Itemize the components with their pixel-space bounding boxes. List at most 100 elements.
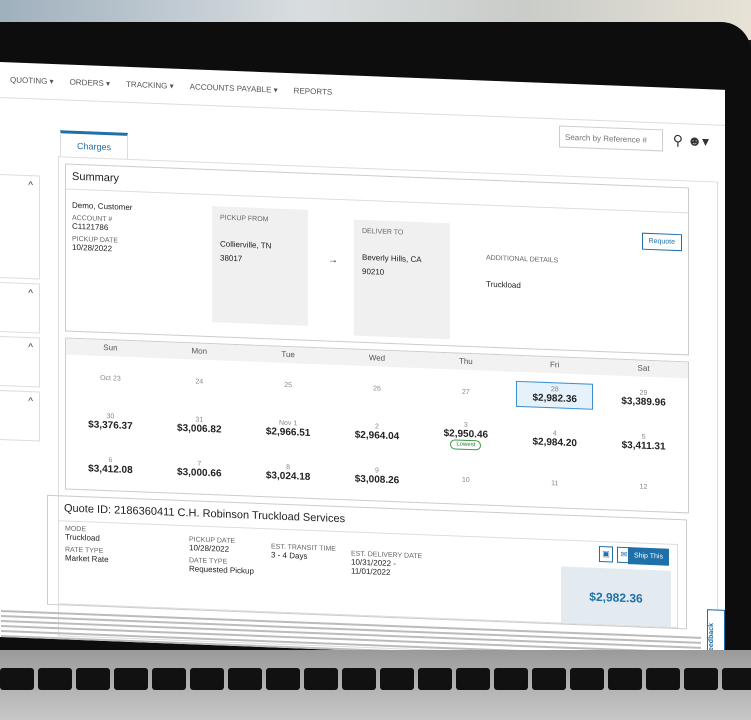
keyboard-key — [722, 668, 751, 690]
search-icon[interactable]: ⚲ — [672, 131, 683, 149]
nav-orders[interactable]: ORDERS ▾ — [69, 77, 111, 89]
calendar-day[interactable]: 4 $2,984.20 — [510, 426, 599, 453]
quote-card: Quote ID: 2186360411 C.H. Robinson Truck… — [47, 494, 687, 630]
day-price: $3,412.08 — [88, 463, 133, 477]
nav-reports[interactable]: REPORTS — [293, 86, 333, 97]
calendar-day[interactable]: 9 $3,008.26 — [333, 463, 422, 490]
charges-panel: Summary Demo, Customer ACCOUNT # C112178… — [1, 156, 718, 664]
calendar-day[interactable]: 29 $3,389.96 — [599, 385, 688, 412]
calendar-day[interactable]: 7 $3,000.66 — [155, 456, 244, 483]
side-panel[interactable]: ^ — [0, 174, 40, 280]
keyboard-key — [190, 668, 224, 690]
keyboard-key — [570, 668, 604, 690]
calendar-day[interactable]: 3 $2,950.46 Lowest — [421, 417, 510, 454]
calendar-day: 25 — [244, 377, 333, 393]
calendar-day: 11 — [510, 475, 599, 491]
keyboard-key — [646, 668, 680, 690]
pickup-date-value: 10/28/2022 — [72, 242, 113, 254]
day-number: Oct 23 — [100, 374, 121, 383]
day-number: 10 — [461, 476, 470, 484]
calendar-day[interactable]: 5 $3,411.31 — [599, 429, 688, 456]
nav-tracking[interactable]: TRACKING ▾ — [126, 79, 174, 91]
deliver-to-label: DELIVER TO — [362, 227, 404, 237]
keyboard-key — [456, 668, 490, 690]
summary-card: Summary Demo, Customer ACCOUNT # C112178… — [65, 163, 689, 356]
day-number: 12 — [639, 483, 648, 491]
calendar-day: Oct 23 — [66, 370, 155, 386]
day-number: 25 — [284, 381, 293, 389]
user-account-icon[interactable]: ☻▾ — [687, 132, 709, 150]
calendar-day[interactable]: 2 $2,964.04 — [333, 419, 422, 446]
day-price: $2,984.20 — [532, 436, 577, 450]
chevron-up-icon[interactable]: ^ — [28, 396, 33, 408]
chevron-up-icon[interactable]: ^ — [28, 288, 33, 300]
chevron-up-icon[interactable]: ^ — [28, 180, 33, 192]
pickup-city: Collierville, TN — [220, 239, 272, 251]
keyboard-key — [304, 668, 338, 690]
calendar-day[interactable]: Nov 1 $2,966.51 — [244, 415, 333, 442]
day-header: Mon — [191, 346, 208, 356]
calendar-day[interactable]: 30 $3,376.37 — [66, 409, 155, 436]
keyboard-key — [114, 668, 148, 690]
calendar-day: 12 — [599, 479, 688, 495]
calendar-day: 26 — [333, 380, 422, 396]
quote-price-box[interactable]: $2,982.36 — [561, 566, 671, 627]
rate-calendar: Sun Mon Tue Wed Thu Fri Sat Oct 23 24 25 26 27 28 $2… — [65, 337, 689, 514]
day-number: 26 — [373, 384, 381, 393]
day-header: Sun — [103, 342, 118, 353]
document-icon[interactable]: ▣ — [599, 546, 613, 563]
calendar-day: 10 — [421, 472, 510, 488]
keyboard-key — [532, 668, 566, 690]
customer-name: Demo, Customer — [72, 200, 133, 213]
quote-price: $2,982.36 — [589, 589, 643, 606]
keyboard-key — [152, 668, 186, 690]
keyboard-key — [38, 668, 72, 690]
day-price: $2,964.04 — [354, 429, 400, 443]
pickup-zip: 38017 — [220, 253, 243, 264]
keyboard-key — [608, 668, 642, 690]
nav-quoting[interactable]: QUOTING ▾ — [10, 75, 54, 87]
keyboard-key — [494, 668, 528, 690]
day-number: 11 — [551, 479, 559, 487]
day-number: 24 — [195, 378, 204, 386]
day-price: $3,024.18 — [265, 470, 311, 483]
search-input[interactable] — [559, 125, 663, 152]
day-number: 27 — [461, 388, 470, 396]
side-panel[interactable]: ^ — [0, 336, 40, 388]
side-panel[interactable]: ^ — [0, 282, 40, 334]
lowest-badge: Lowest — [450, 439, 482, 451]
keyboard-key — [228, 668, 262, 690]
day-price: $2,966.51 — [265, 426, 311, 439]
quote-pickup-date: 10/28/2022 — [189, 543, 230, 554]
requote-button[interactable]: Requote — [641, 232, 682, 252]
date-type-value: Requested Pickup — [189, 564, 254, 576]
nav-accounts-payable[interactable]: ACCOUNTS PAYABLE ▾ — [189, 82, 278, 95]
keyboard-key — [0, 668, 34, 690]
keyboard-key — [76, 668, 110, 690]
deliver-zip: 90210 — [362, 266, 385, 277]
day-price: $3,000.66 — [177, 466, 222, 480]
keyboard-key — [266, 668, 300, 690]
keyboard-key — [418, 668, 452, 690]
account-value: C1121786 — [72, 221, 109, 233]
mode-value: Truckload — [65, 532, 100, 543]
calendar-day[interactable]: 6 $3,412.08 — [66, 453, 155, 480]
day-price: $3,006.82 — [177, 422, 222, 436]
additional-details-label: ADDITIONAL DETAILS — [486, 254, 559, 265]
ship-this-button[interactable]: Ship This — [627, 547, 669, 566]
side-panel[interactable]: ^ — [0, 390, 40, 442]
keyboard-key — [380, 668, 414, 690]
calendar-day[interactable]: 8 $3,024.18 — [244, 459, 333, 486]
day-header: Wed — [368, 353, 386, 363]
arrow-right-icon: → — [328, 254, 338, 266]
day-header: Thu — [458, 356, 473, 367]
additional-details-value: Truckload — [486, 279, 521, 291]
calendar-day[interactable]: 31 $3,006.82 — [155, 412, 244, 439]
rate-type-value: Market Rate — [65, 553, 109, 565]
day-price: $3,008.26 — [354, 473, 400, 487]
delivery-date-end: 11/01/2022 — [351, 566, 391, 577]
chevron-up-icon[interactable]: ^ — [28, 342, 33, 354]
deliver-city: Beverly Hills, CA — [362, 252, 422, 265]
calendar-day[interactable]: 28 $2,982.36 — [516, 380, 594, 410]
tab-charges[interactable]: Charges — [60, 130, 128, 159]
